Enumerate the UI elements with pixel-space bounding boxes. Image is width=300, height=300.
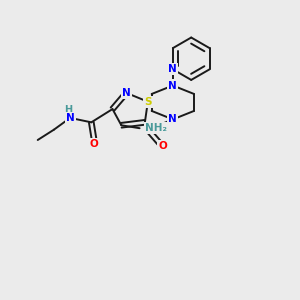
Text: O: O [90,139,99,149]
Text: O: O [158,142,167,152]
Text: H: H [64,105,73,115]
Text: N: N [169,64,177,74]
Text: N: N [169,80,177,91]
Text: N: N [169,114,177,124]
Text: N: N [66,113,74,123]
Text: NH₂: NH₂ [146,123,167,133]
Text: S: S [144,97,152,107]
Text: N: N [122,88,131,98]
